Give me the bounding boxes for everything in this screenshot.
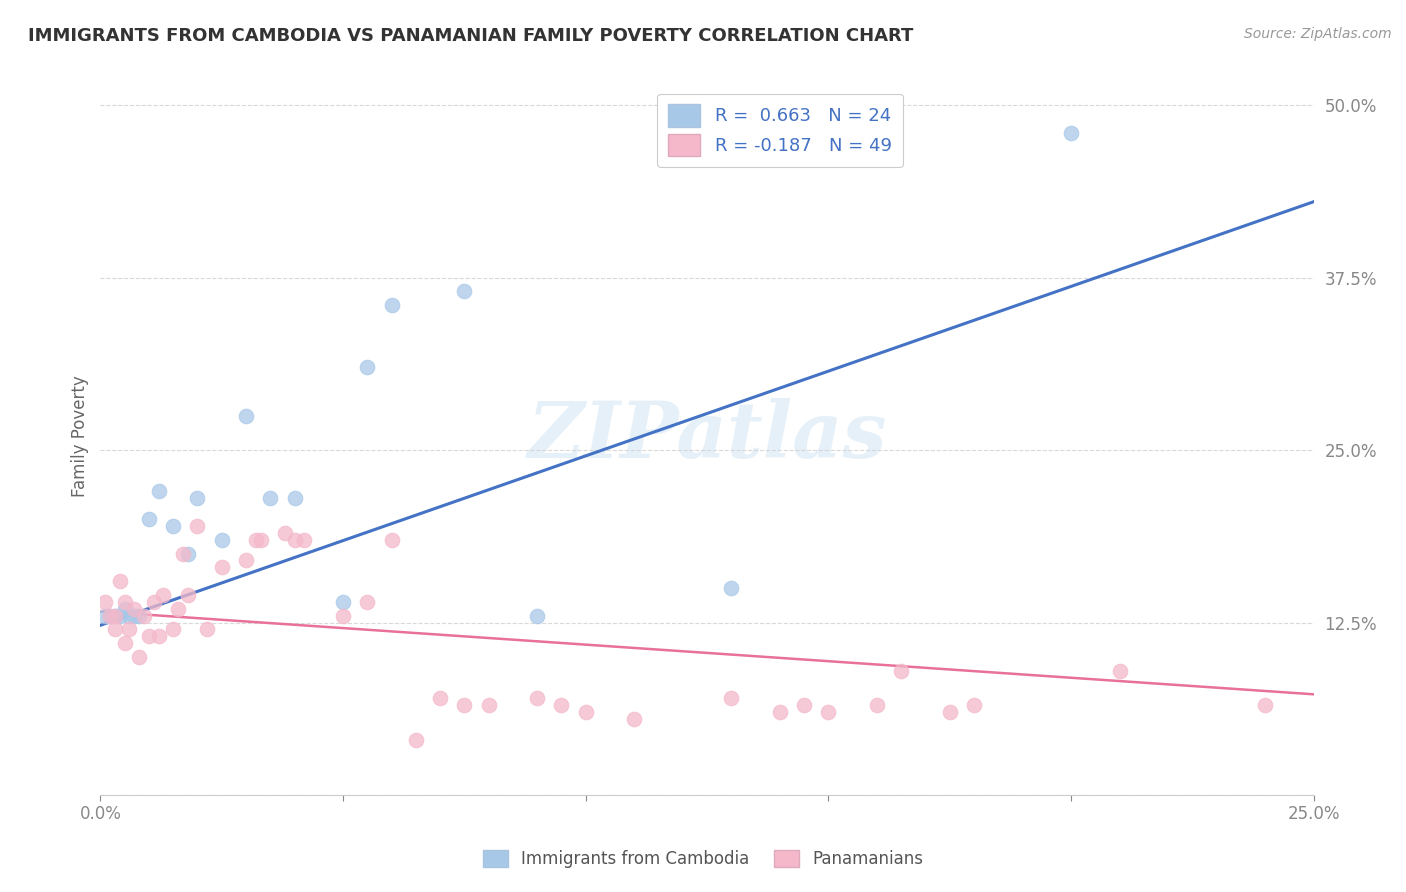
- Point: [167, 601, 190, 615]
- Point: [249, 533, 271, 547]
- Point: [108, 608, 131, 623]
- Point: [138, 629, 160, 643]
- Point: [274, 525, 297, 540]
- Point: [259, 491, 281, 506]
- Point: [124, 608, 146, 623]
- Point: [162, 623, 184, 637]
- Point: [142, 595, 165, 609]
- Point: [1254, 698, 1277, 713]
- Point: [550, 698, 572, 713]
- Point: [332, 608, 354, 623]
- Point: [148, 629, 170, 643]
- Point: [381, 298, 404, 312]
- Point: [98, 608, 121, 623]
- Point: [478, 698, 501, 713]
- Point: [104, 623, 127, 637]
- Point: [132, 608, 155, 623]
- Text: Source: ZipAtlas.com: Source: ZipAtlas.com: [1244, 27, 1392, 41]
- Point: [356, 360, 378, 375]
- Point: [114, 636, 136, 650]
- Point: [152, 588, 174, 602]
- Point: [94, 595, 117, 609]
- Point: [162, 519, 184, 533]
- Point: [235, 553, 257, 567]
- Point: [124, 601, 146, 615]
- Text: IMMIGRANTS FROM CAMBODIA VS PANAMANIAN FAMILY POVERTY CORRELATION CHART: IMMIGRANTS FROM CAMBODIA VS PANAMANIAN F…: [28, 27, 914, 45]
- Point: [793, 698, 815, 713]
- Point: [138, 512, 160, 526]
- Point: [245, 533, 267, 547]
- Point: [128, 650, 150, 665]
- Point: [817, 705, 839, 719]
- Text: ZIPatlas: ZIPatlas: [527, 398, 887, 475]
- Point: [172, 547, 194, 561]
- Point: [453, 698, 475, 713]
- Point: [211, 533, 233, 547]
- Point: [195, 623, 218, 637]
- Point: [235, 409, 257, 423]
- Point: [890, 664, 912, 678]
- Point: [108, 574, 131, 589]
- Point: [283, 491, 305, 506]
- Point: [939, 705, 962, 719]
- Point: [292, 533, 315, 547]
- Point: [526, 608, 548, 623]
- Point: [98, 608, 121, 623]
- Point: [575, 705, 598, 719]
- Point: [118, 623, 141, 637]
- Point: [283, 533, 305, 547]
- Point: [720, 691, 742, 706]
- Point: [128, 608, 150, 623]
- Legend: R =  0.663   N = 24, R = -0.187   N = 49: R = 0.663 N = 24, R = -0.187 N = 49: [657, 94, 903, 167]
- Point: [866, 698, 889, 713]
- Point: [963, 698, 986, 713]
- Point: [1060, 126, 1083, 140]
- Point: [104, 608, 127, 623]
- Point: [1108, 664, 1130, 678]
- Point: [177, 547, 200, 561]
- Point: [177, 588, 200, 602]
- Point: [332, 595, 354, 609]
- Point: [104, 608, 127, 623]
- Point: [623, 712, 645, 726]
- Point: [114, 595, 136, 609]
- Point: [211, 560, 233, 574]
- Point: [114, 601, 136, 615]
- Point: [186, 491, 208, 506]
- Legend: Immigrants from Cambodia, Panamanians: Immigrants from Cambodia, Panamanians: [475, 843, 931, 875]
- Point: [148, 484, 170, 499]
- Point: [381, 533, 404, 547]
- Point: [186, 519, 208, 533]
- Point: [405, 732, 427, 747]
- Point: [720, 581, 742, 595]
- Point: [94, 608, 117, 623]
- Point: [453, 285, 475, 299]
- Y-axis label: Family Poverty: Family Poverty: [72, 376, 89, 497]
- Point: [118, 608, 141, 623]
- Point: [526, 691, 548, 706]
- Point: [769, 705, 792, 719]
- Point: [356, 595, 378, 609]
- Point: [429, 691, 451, 706]
